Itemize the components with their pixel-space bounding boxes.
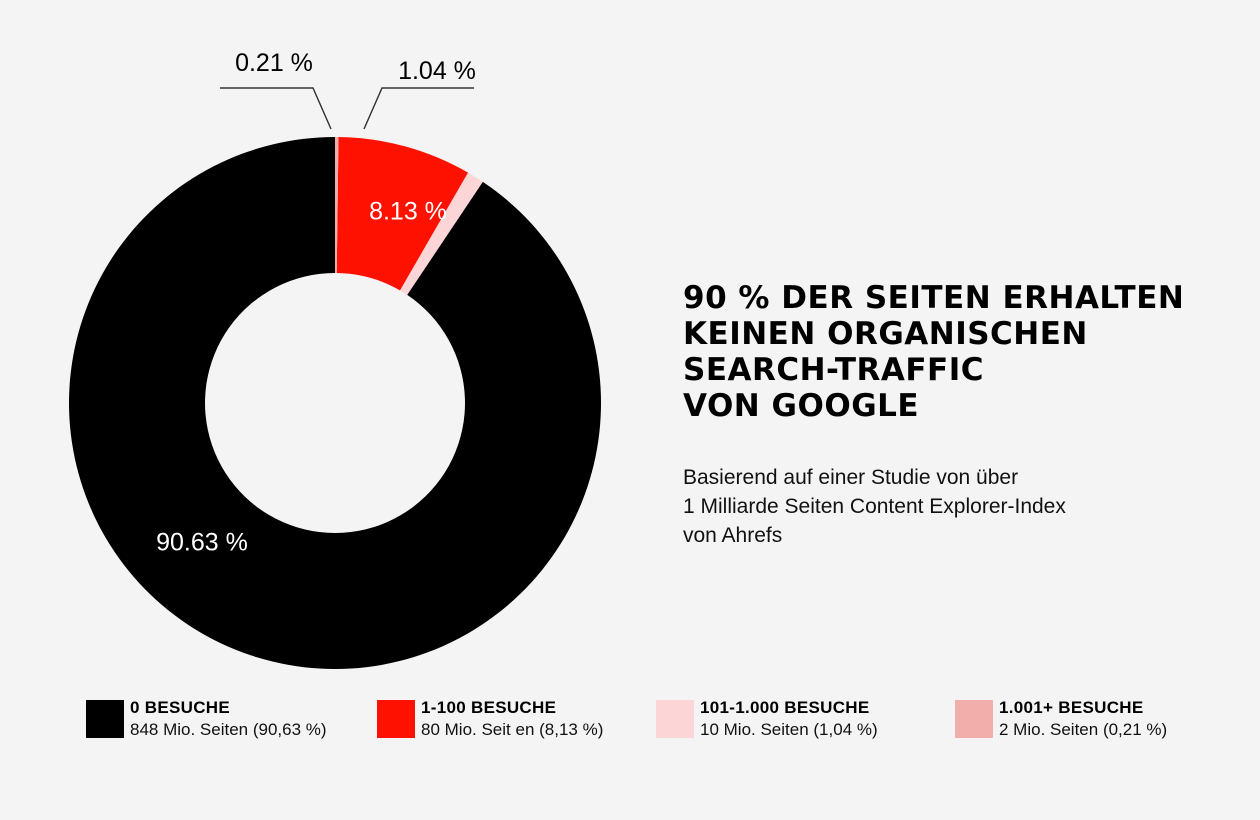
subtitle-line-3: von Ahrefs bbox=[683, 524, 783, 547]
title-line-1: 90 % DER SEITEN ERHALTEN bbox=[683, 280, 1185, 316]
slice-1-001-besuche bbox=[335, 137, 339, 274]
data-label-1-100-visits: 8.13 % bbox=[369, 198, 447, 226]
subtitle-line-1: Basierend auf einer Studie von über bbox=[683, 466, 1019, 489]
leader-line-101-1000 bbox=[363, 87, 474, 130]
legend-description: 848 Mio. Seiten (90,63 %) bbox=[130, 720, 327, 739]
legend-title: 1-100 BESUCHE bbox=[421, 698, 557, 717]
slice-101-1-000-besuche bbox=[400, 172, 483, 295]
title-line-2: KEINEN ORGANISCHEN bbox=[683, 316, 1088, 352]
data-label-0-visits: 90.63 % bbox=[156, 529, 248, 557]
legend-swatch bbox=[86, 700, 124, 738]
leader-line-1001-plus bbox=[220, 87, 332, 130]
slice-1-100-besuche bbox=[336, 137, 469, 291]
legend-description: 80 Mio. Seit en (8,13 %) bbox=[421, 720, 604, 739]
title-line-4: VON GOOGLE bbox=[683, 388, 920, 424]
title-line-3: SEARCH-TRAFFIC bbox=[683, 352, 985, 388]
legend-description: 2 Mio. Seiten (0,21 %) bbox=[999, 720, 1168, 739]
legend-title: 1.001+ BESUCHE bbox=[999, 698, 1144, 717]
legend-swatch bbox=[955, 700, 993, 738]
legend-swatch bbox=[656, 700, 694, 738]
legend-description: 10 Mio. Seiten (1,04 %) bbox=[700, 720, 878, 739]
subtitle-line-2: 1 Milliarde Seiten Content Explorer-Inde… bbox=[683, 495, 1066, 518]
chart-subtitle: Basierend auf einer Studie von über 1 Mi… bbox=[683, 463, 1203, 550]
data-label-1001-plus-visits: 0.21 % bbox=[235, 49, 313, 77]
legend-title: 101-1.000 BESUCHE bbox=[700, 698, 870, 717]
legend-title: 0 BESUCHE bbox=[130, 698, 231, 717]
legend-swatch bbox=[377, 700, 415, 738]
chart-title: 90 % DER SEITEN ERHALTEN KEINEN ORGANISC… bbox=[683, 280, 1223, 424]
slice-0-besuche bbox=[69, 137, 601, 670]
data-label-101-1000-visits: 1.04 % bbox=[398, 57, 476, 85]
